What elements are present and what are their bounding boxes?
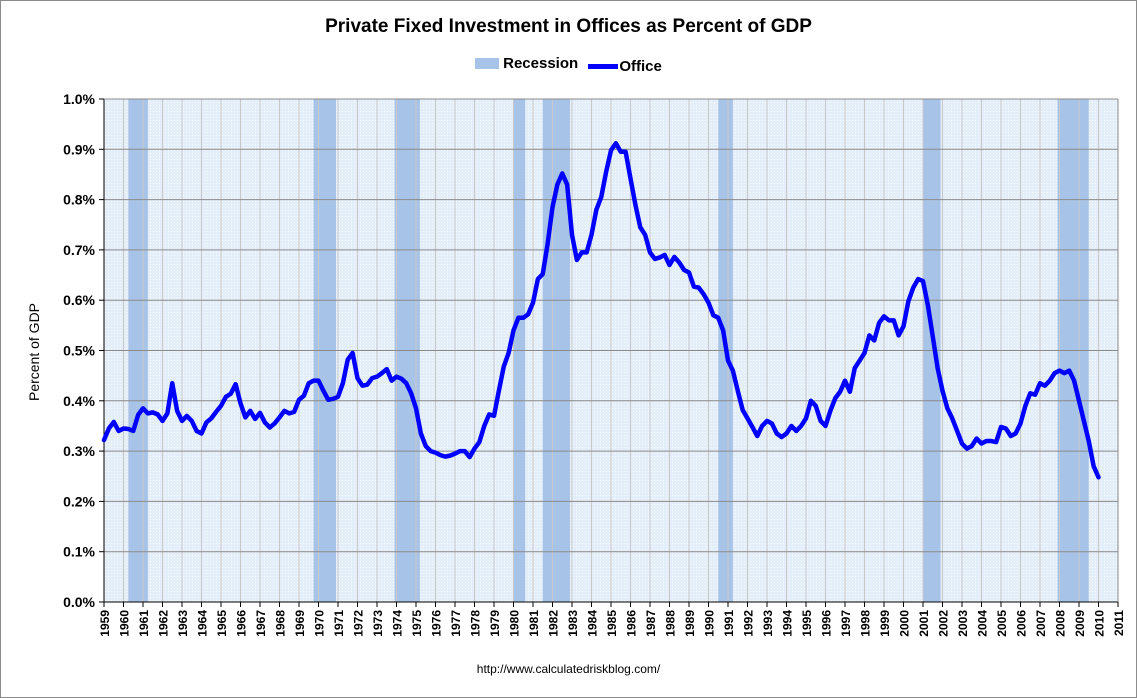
x-tick-label: 1995 bbox=[800, 610, 814, 637]
legend-swatch-recession bbox=[475, 58, 500, 69]
x-tick-label: 2011 bbox=[1112, 610, 1126, 636]
x-tick-label: 1984 bbox=[586, 610, 600, 637]
y-tick-label: 0.3% bbox=[63, 443, 95, 459]
x-tick-label: 1985 bbox=[605, 610, 619, 637]
x-tick-label: 1961 bbox=[137, 610, 151, 637]
y-tick-label: 0.9% bbox=[63, 141, 95, 157]
x-tick-label: 1989 bbox=[683, 610, 697, 637]
x-tick-label: 1974 bbox=[391, 610, 405, 637]
x-tick-label: 1991 bbox=[722, 610, 736, 637]
y-tick-label: 0.1% bbox=[63, 544, 95, 560]
x-tick-label: 1968 bbox=[274, 610, 288, 637]
x-tick-label: 1973 bbox=[371, 610, 385, 637]
x-tick-label: 1975 bbox=[410, 610, 424, 637]
x-tick-label: 1960 bbox=[118, 610, 132, 637]
y-tick-label: 0.5% bbox=[63, 343, 95, 359]
x-tick-label: 1982 bbox=[547, 610, 561, 637]
x-tick-label: 1978 bbox=[469, 610, 483, 637]
x-tick-label: 1983 bbox=[566, 610, 580, 637]
legend-label-office: Office bbox=[619, 58, 662, 75]
x-tick-label: 1988 bbox=[664, 610, 678, 637]
x-tick-label: 1993 bbox=[761, 610, 775, 637]
y-tick-label: 0.2% bbox=[63, 493, 95, 509]
legend-label-recession: Recession bbox=[503, 55, 579, 72]
x-tick-label: 1979 bbox=[488, 610, 502, 637]
x-tick-label: 2005 bbox=[995, 610, 1009, 637]
x-tick-label: 2008 bbox=[1054, 610, 1068, 637]
x-tick-label: 1976 bbox=[430, 610, 444, 637]
series-line-office bbox=[101, 141, 1101, 480]
x-tick-label: 1999 bbox=[878, 610, 892, 637]
x-tick-label: 2003 bbox=[956, 610, 970, 637]
y-tick-label: 0.4% bbox=[63, 393, 95, 409]
x-tick-label: 1965 bbox=[215, 610, 229, 637]
x-tick-label: 1963 bbox=[176, 610, 190, 637]
x-tick-label: 1971 bbox=[332, 610, 346, 637]
x-tick-label: 2010 bbox=[1093, 610, 1107, 637]
x-tick-label: 2006 bbox=[1015, 610, 1029, 637]
x-tick-label: 1987 bbox=[644, 610, 658, 637]
x-tick-label: 2002 bbox=[937, 610, 951, 637]
legend: Recession Office bbox=[0, 55, 1137, 75]
y-tick-label: 0.7% bbox=[63, 242, 95, 258]
x-tick-label: 2004 bbox=[976, 610, 990, 637]
x-tick-label: 1994 bbox=[781, 610, 795, 637]
chart-title: Private Fixed Investment in Offices as P… bbox=[325, 16, 812, 37]
legend-item-office: Office bbox=[588, 58, 662, 75]
x-tick-label: 1998 bbox=[859, 610, 873, 637]
x-tick-label: 1996 bbox=[820, 610, 834, 637]
x-tick-label: 1997 bbox=[839, 610, 853, 637]
x-tick-label: 1966 bbox=[235, 610, 249, 637]
x-tick-label: 1962 bbox=[157, 610, 171, 637]
x-tick-label: 1969 bbox=[293, 610, 307, 637]
x-tick-label: 2007 bbox=[1034, 610, 1048, 637]
y-tick-label: 0.8% bbox=[63, 192, 95, 208]
x-tick-label: 2000 bbox=[898, 610, 912, 637]
x-tick-label: 1981 bbox=[527, 610, 541, 637]
y-tick-label: 0.6% bbox=[63, 292, 95, 308]
legend-swatch-office bbox=[588, 64, 619, 69]
x-tick-label: 2001 bbox=[917, 610, 931, 637]
x-tick-label: 1967 bbox=[254, 610, 268, 637]
x-tick-label: 2009 bbox=[1073, 610, 1087, 637]
x-tick-label: 1980 bbox=[508, 610, 522, 637]
x-tick-label: 1992 bbox=[742, 610, 756, 637]
x-tick-label: 1964 bbox=[196, 610, 210, 637]
source-url: http://www.calculatedriskblog.com/ bbox=[476, 662, 661, 676]
x-tick-label: 1986 bbox=[625, 610, 639, 637]
y-tick-label: 0.0% bbox=[63, 594, 95, 610]
x-tick-label: 1970 bbox=[313, 610, 327, 637]
y-tick-label: 1.0% bbox=[63, 91, 95, 107]
legend-item-recession: Recession bbox=[475, 55, 578, 72]
x-tick-label: 1959 bbox=[98, 610, 112, 637]
x-tick-label: 1977 bbox=[449, 610, 463, 637]
x-tick-label: 1990 bbox=[703, 610, 717, 637]
x-tick-label: 1972 bbox=[352, 610, 366, 637]
